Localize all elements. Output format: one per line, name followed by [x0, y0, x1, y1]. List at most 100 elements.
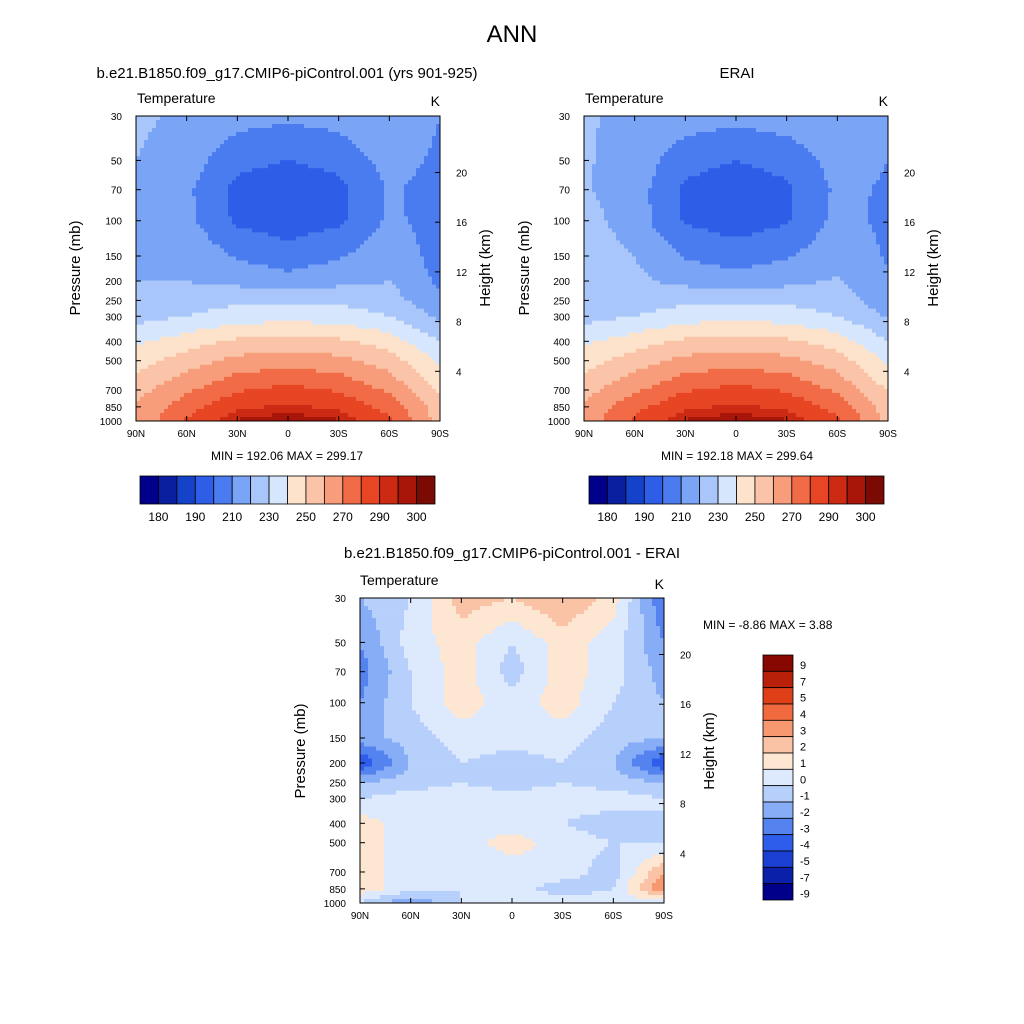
heatmap-cell	[276, 120, 281, 125]
heatmap-cell	[360, 144, 365, 149]
heatmap-cell	[356, 356, 361, 362]
heatmap-cell	[364, 128, 369, 133]
heatmap-cell	[316, 116, 321, 121]
heatmap-cell	[144, 292, 149, 297]
heatmap-cell	[136, 148, 141, 153]
heatmap-cell	[228, 276, 233, 281]
heatmap-cell	[240, 260, 245, 265]
heatmap-cell	[232, 316, 237, 322]
heatmap-cell	[224, 324, 229, 330]
heatmap-cell	[280, 160, 285, 165]
heatmap-cell	[164, 320, 169, 326]
heatmap-cell	[364, 168, 369, 173]
heatmap-cell	[204, 124, 209, 129]
heatmap-cell	[424, 372, 429, 378]
heatmap-cell	[388, 300, 393, 306]
heatmap-cell	[360, 168, 365, 173]
heatmap-cell	[384, 320, 389, 326]
heatmap-cell	[188, 224, 193, 229]
heatmap-cell	[332, 192, 337, 197]
heatmap-cell	[352, 348, 357, 354]
heatmap-cell	[300, 304, 305, 310]
heatmap-cell	[260, 284, 265, 289]
heatmap-cell	[344, 240, 349, 245]
heatmap-cell	[152, 272, 157, 277]
heatmap-cell	[140, 176, 145, 181]
heatmap-cell	[412, 192, 417, 197]
heatmap-cell	[396, 160, 401, 165]
heatmap-cell	[304, 144, 309, 149]
heatmap-cell	[264, 364, 269, 370]
heatmap-cell	[328, 316, 333, 322]
heatmap-cell	[192, 356, 197, 362]
heatmap-cell	[136, 348, 141, 354]
heatmap-cell	[248, 336, 253, 342]
heatmap-cell	[224, 376, 229, 382]
heatmap-cell	[408, 364, 413, 370]
heatmap-cell	[140, 144, 145, 149]
heatmap-cell	[380, 292, 385, 297]
heatmap-cell	[412, 316, 417, 322]
heatmap-cell	[296, 252, 301, 257]
heatmap-cell	[416, 272, 421, 277]
heatmap-cell	[288, 276, 293, 281]
heatmap-cell	[168, 116, 173, 121]
heatmap-cell	[320, 136, 325, 141]
heatmap-cell	[304, 116, 309, 121]
heatmap-cell	[200, 228, 205, 233]
heatmap-cell	[356, 124, 361, 129]
heatmap-cell	[260, 328, 265, 334]
heatmap-cell	[260, 188, 265, 193]
heatmap-cell	[152, 232, 157, 237]
heatmap-cell	[164, 276, 169, 281]
heatmap-cell	[324, 188, 329, 193]
figure-title: ANN	[487, 21, 538, 48]
heatmap-cell	[392, 196, 397, 201]
heatmap-cell	[292, 216, 297, 221]
heatmap-cell	[260, 160, 265, 165]
heatmap-cell	[424, 132, 429, 137]
heatmap-cell	[224, 196, 229, 201]
heatmap-cell	[428, 236, 433, 241]
heatmap-cell	[172, 264, 177, 269]
heatmap-cell	[220, 272, 225, 277]
heatmap-cell	[220, 244, 225, 249]
heatmap-cell	[280, 356, 285, 362]
heatmap-cell	[240, 284, 245, 289]
heatmap-cell	[276, 232, 281, 237]
heatmap-cell	[356, 200, 361, 205]
heatmap-cell	[256, 364, 261, 370]
heatmap-cell	[372, 220, 377, 225]
heatmap-cell	[232, 212, 237, 217]
heatmap-cell	[276, 300, 281, 306]
heatmap-cell	[288, 176, 293, 181]
heatmap-cell	[208, 296, 213, 301]
heatmap-cell	[216, 324, 221, 330]
heatmap-cell	[208, 200, 213, 205]
heatmap-cell	[272, 188, 277, 193]
heatmap-cell	[436, 132, 441, 137]
heatmap-cell	[288, 372, 293, 378]
heatmap-cell	[400, 348, 405, 354]
heatmap-cell	[300, 324, 305, 330]
heatmap-cell	[288, 208, 293, 213]
heatmap-cell	[420, 272, 425, 277]
heatmap-cell	[320, 192, 325, 197]
heatmap-cell	[268, 280, 273, 285]
heatmap-cell	[144, 148, 149, 153]
heatmap-cell	[152, 216, 157, 221]
heatmap-cell	[388, 296, 393, 301]
heatmap-cell	[240, 152, 245, 157]
heatmap-cell	[300, 224, 305, 229]
heatmap-cell	[304, 360, 309, 366]
heatmap-cell	[208, 208, 213, 213]
heatmap-cell	[432, 328, 437, 334]
heatmap-cell	[156, 252, 161, 257]
heatmap-cell	[308, 244, 313, 249]
heatmap-cell	[228, 140, 233, 145]
heatmap-cell	[352, 144, 357, 149]
heatmap-cell	[200, 260, 205, 265]
heatmap-cell	[336, 240, 341, 245]
heatmap-cell	[180, 272, 185, 277]
heatmap-cell	[404, 256, 409, 261]
